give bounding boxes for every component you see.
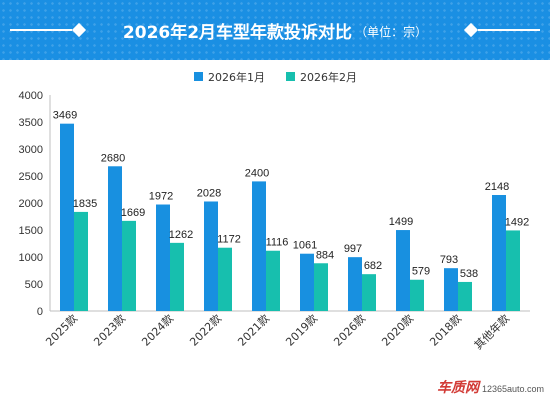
chart-title: 2026年2月车型年款投诉对比 [122, 22, 353, 43]
bar-chart: 2026年1月 2026年2月 0 500 1000 1500 2000 2500 3000 35… [19, 70, 530, 352]
y-tick-label: 3500 [19, 117, 43, 129]
bar-series2-8 [458, 281, 472, 311]
x-tick-label: 2019款 [283, 311, 320, 348]
title-banner: 2026年2月车型年款投诉对比 （单位：宗） [0, 0, 550, 60]
data-label-series2-7: 579 [412, 266, 430, 278]
bar-series2-6 [362, 274, 376, 311]
x-tick-label: 2021款 [235, 311, 272, 348]
x-tick-label: 2024款 [139, 311, 176, 348]
y-tick-label: 1500 [19, 225, 43, 237]
y-tick-label: 1000 [19, 252, 43, 264]
data-label-series2-2: 1262 [169, 229, 193, 241]
data-label-series1-5: 1061 [293, 240, 317, 252]
watermark-logo: 车质网 [436, 380, 479, 396]
bar-series1-8 [444, 268, 458, 311]
data-label-series1-8: 793 [440, 254, 458, 266]
data-label-series2-0: 1835 [73, 198, 97, 210]
banner-line-right [478, 29, 540, 31]
bar-series2-0 [74, 211, 88, 311]
bar-series1-7 [396, 230, 410, 311]
watermark: 车质网 12365auto.com [437, 377, 544, 397]
data-label-series2-4: 1116 [266, 237, 289, 249]
legend-label-1: 2026年1月 [208, 70, 265, 84]
y-tick-label: 3000 [19, 144, 43, 156]
legend-label-2: 2026年2月 [300, 70, 357, 84]
x-tick-label: 2022款 [187, 311, 224, 348]
bar-series2-1 [122, 220, 136, 311]
data-label-series1-0: 3469 [53, 110, 77, 122]
bar-series2-4 [266, 250, 280, 311]
data-label-series2-8: 538 [460, 268, 478, 280]
bar-series1-4 [252, 181, 266, 311]
bar-series2-7 [410, 279, 424, 311]
y-tick-label: 2000 [19, 198, 43, 210]
data-label-series1-2: 1972 [149, 191, 173, 203]
x-tick-label: 其他年款 [471, 311, 512, 352]
watermark-url: 12365auto.com [481, 384, 544, 394]
data-label-series2-5: 884 [316, 249, 334, 261]
x-tick-label: 2023款 [91, 311, 128, 348]
x-tick-label: 2018款 [427, 311, 464, 348]
data-label-series2-9: 1492 [505, 216, 529, 228]
x-tick-label: 2026款 [331, 311, 368, 348]
data-label-series1-3: 2028 [197, 187, 221, 199]
y-tick-label: 4000 [19, 90, 43, 102]
bar-series1-2 [156, 204, 170, 311]
data-label-series1-1: 2680 [101, 152, 125, 164]
legend-swatch-1 [194, 72, 203, 81]
bar-series2-5 [314, 263, 328, 311]
x-tick-label: 2025款 [43, 311, 80, 348]
bar-series1-0 [60, 123, 74, 311]
data-label-series2-3: 1172 [217, 234, 241, 246]
legend-swatch-2 [286, 72, 295, 81]
bar-series2-3 [218, 247, 232, 311]
bar-series1-3 [204, 201, 218, 311]
bar-series1-5 [300, 253, 314, 311]
banner-line-left [10, 29, 72, 31]
data-label-series1-9: 2148 [485, 181, 509, 193]
x-tick-label: 2020款 [379, 311, 416, 348]
data-label-series2-1: 1669 [121, 207, 145, 219]
data-label-series1-6: 997 [344, 243, 362, 255]
chart-unit-subtitle: （单位：宗） [355, 25, 428, 39]
bar-series1-1 [108, 166, 122, 311]
y-tick-label: 500 [25, 279, 43, 291]
bar-series1-9 [492, 195, 506, 311]
bar-series2-9 [506, 230, 520, 311]
y-tick-label: 2500 [19, 171, 43, 183]
data-label-series1-4: 2400 [245, 167, 269, 179]
data-label-series2-6: 682 [364, 260, 382, 272]
bar-series2-2 [170, 242, 184, 311]
bar-series1-6 [348, 257, 362, 311]
y-tick-label: 0 [37, 306, 43, 318]
data-label-series1-7: 1499 [389, 216, 413, 228]
